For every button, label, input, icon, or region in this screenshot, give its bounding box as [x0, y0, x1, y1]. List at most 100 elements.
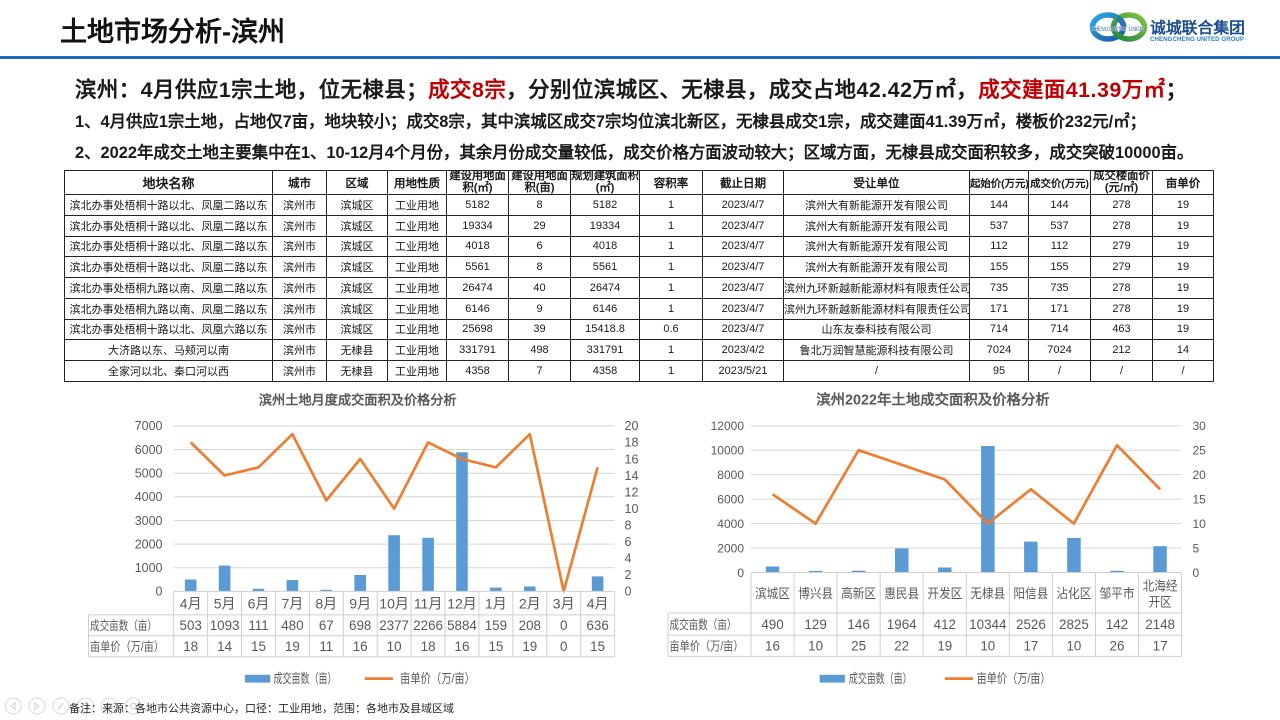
svg-text:2: 2 [625, 568, 632, 582]
svg-text:15: 15 [590, 639, 605, 654]
svg-text:11: 11 [319, 639, 333, 654]
svg-text:2266: 2266 [413, 618, 443, 633]
svg-text:CHENGCHENG UNITED GROUP: CHENGCHENG UNITED GROUP [1150, 36, 1245, 43]
svg-text:亩单价（万/亩）: 亩单价（万/亩） [400, 671, 475, 686]
svg-text:16: 16 [455, 639, 470, 654]
svg-text:20: 20 [1193, 468, 1207, 482]
svg-text:18: 18 [183, 639, 198, 654]
svg-text:4月: 4月 [587, 595, 609, 611]
svg-text:14: 14 [625, 469, 639, 483]
svg-text:2377: 2377 [379, 618, 409, 633]
svg-text:5000: 5000 [135, 467, 163, 481]
svg-text:159: 159 [485, 618, 507, 633]
svg-text:698: 698 [349, 618, 371, 633]
svg-text:0: 0 [625, 585, 632, 599]
svg-text:无棣县: 无棣县 [970, 586, 1005, 601]
svg-text:22: 22 [894, 639, 909, 654]
svg-text:636: 636 [586, 618, 608, 633]
svg-text:5: 5 [1193, 541, 1200, 555]
svg-text:10: 10 [1066, 639, 1081, 654]
svg-text:16: 16 [625, 452, 639, 466]
svg-text:成交亩数（亩）: 成交亩数（亩） [90, 618, 157, 633]
svg-text:成交亩数（亩）: 成交亩数（亩） [849, 671, 912, 686]
svg-text:11月: 11月 [414, 595, 443, 611]
svg-text:6000: 6000 [717, 492, 744, 506]
svg-text:阳信县: 阳信县 [1013, 586, 1048, 601]
svg-text:10月: 10月 [379, 595, 409, 611]
svg-text:2000: 2000 [135, 537, 163, 551]
svg-text:25: 25 [1193, 444, 1207, 458]
svg-text:亩单价（万/亩）: 亩单价（万/亩） [90, 639, 164, 654]
svg-text:16: 16 [765, 639, 780, 654]
svg-text:0: 0 [560, 618, 567, 633]
svg-text:14: 14 [217, 639, 232, 654]
svg-text:15: 15 [251, 639, 266, 654]
svg-text:5884: 5884 [447, 618, 477, 633]
svg-text:16: 16 [353, 639, 368, 654]
svg-text:4000: 4000 [717, 517, 744, 531]
svg-text:1964: 1964 [887, 617, 917, 632]
svg-text:6000: 6000 [135, 443, 163, 457]
svg-text:3000: 3000 [135, 514, 163, 528]
svg-text:7000: 7000 [135, 419, 163, 433]
svg-text:10344: 10344 [969, 617, 1007, 632]
svg-text:滨城区: 滨城区 [755, 586, 790, 601]
svg-text:2148: 2148 [1145, 617, 1175, 632]
svg-text:博兴县: 博兴县 [798, 586, 833, 601]
svg-text:3月: 3月 [553, 595, 575, 611]
svg-text:9月: 9月 [349, 595, 371, 611]
svg-text:邹平市: 邹平市 [1100, 586, 1135, 601]
svg-text:0: 0 [1193, 566, 1200, 580]
svg-text:亩单价（万/亩）: 亩单价（万/亩） [670, 639, 744, 654]
svg-text:7月: 7月 [282, 595, 304, 611]
svg-text:亩单价（万/亩）: 亩单价（万/亩） [977, 671, 1051, 686]
svg-text:4月: 4月 [180, 595, 202, 611]
svg-text:10: 10 [1193, 517, 1207, 531]
svg-text:4000: 4000 [135, 490, 163, 504]
svg-text:1093: 1093 [210, 618, 240, 633]
svg-text:8000: 8000 [717, 468, 744, 482]
svg-text:129: 129 [804, 617, 826, 632]
svg-text:10: 10 [980, 639, 995, 654]
svg-text:19: 19 [285, 639, 300, 654]
svg-text:12000: 12000 [711, 419, 745, 433]
svg-text:4: 4 [625, 552, 632, 566]
svg-text:10: 10 [808, 639, 823, 654]
svg-text:诚城联合集团: 诚城联合集团 [1150, 18, 1245, 37]
svg-text:成交亩数（亩）: 成交亩数（亩） [670, 617, 737, 632]
svg-text:18: 18 [421, 639, 436, 654]
svg-text:67: 67 [319, 618, 334, 633]
svg-text:111: 111 [248, 618, 268, 633]
svg-text:15: 15 [488, 639, 503, 654]
svg-text:成交亩数（亩）: 成交亩数（亩） [274, 671, 337, 686]
svg-text:沾化区: 沾化区 [1056, 586, 1091, 601]
svg-text:10: 10 [387, 639, 402, 654]
svg-text:17: 17 [1153, 639, 1168, 654]
svg-text:北海经: 北海经 [1143, 579, 1178, 594]
svg-text:26: 26 [1110, 639, 1125, 654]
svg-text:15: 15 [1193, 492, 1207, 506]
svg-text:CHENGCHENG: CHENGCHENG [1091, 27, 1126, 33]
svg-text:412: 412 [934, 617, 956, 632]
svg-text:503: 503 [180, 618, 202, 633]
svg-text:480: 480 [281, 618, 303, 633]
svg-text:UNION: UNION [1129, 27, 1146, 33]
svg-text:0: 0 [560, 639, 567, 654]
svg-text:19: 19 [522, 639, 537, 654]
svg-text:10: 10 [625, 502, 639, 516]
svg-text:5月: 5月 [214, 595, 236, 611]
svg-text:12月: 12月 [447, 595, 477, 611]
svg-text:17: 17 [1023, 639, 1038, 654]
svg-text:8月: 8月 [315, 595, 337, 611]
svg-text:1000: 1000 [135, 561, 163, 575]
svg-text:0: 0 [737, 566, 744, 580]
svg-text:30: 30 [1193, 419, 1207, 433]
svg-text:滨州2022年土地成交面积及价格分析: 滨州2022年土地成交面积及价格分析 [816, 391, 1050, 409]
svg-text:10000: 10000 [711, 444, 745, 458]
svg-text:18: 18 [625, 436, 639, 450]
svg-text:1月: 1月 [485, 595, 507, 611]
svg-text:2月: 2月 [519, 595, 541, 611]
svg-text:高新区: 高新区 [841, 586, 876, 601]
svg-text:25: 25 [851, 639, 866, 654]
svg-text:12: 12 [625, 485, 639, 499]
